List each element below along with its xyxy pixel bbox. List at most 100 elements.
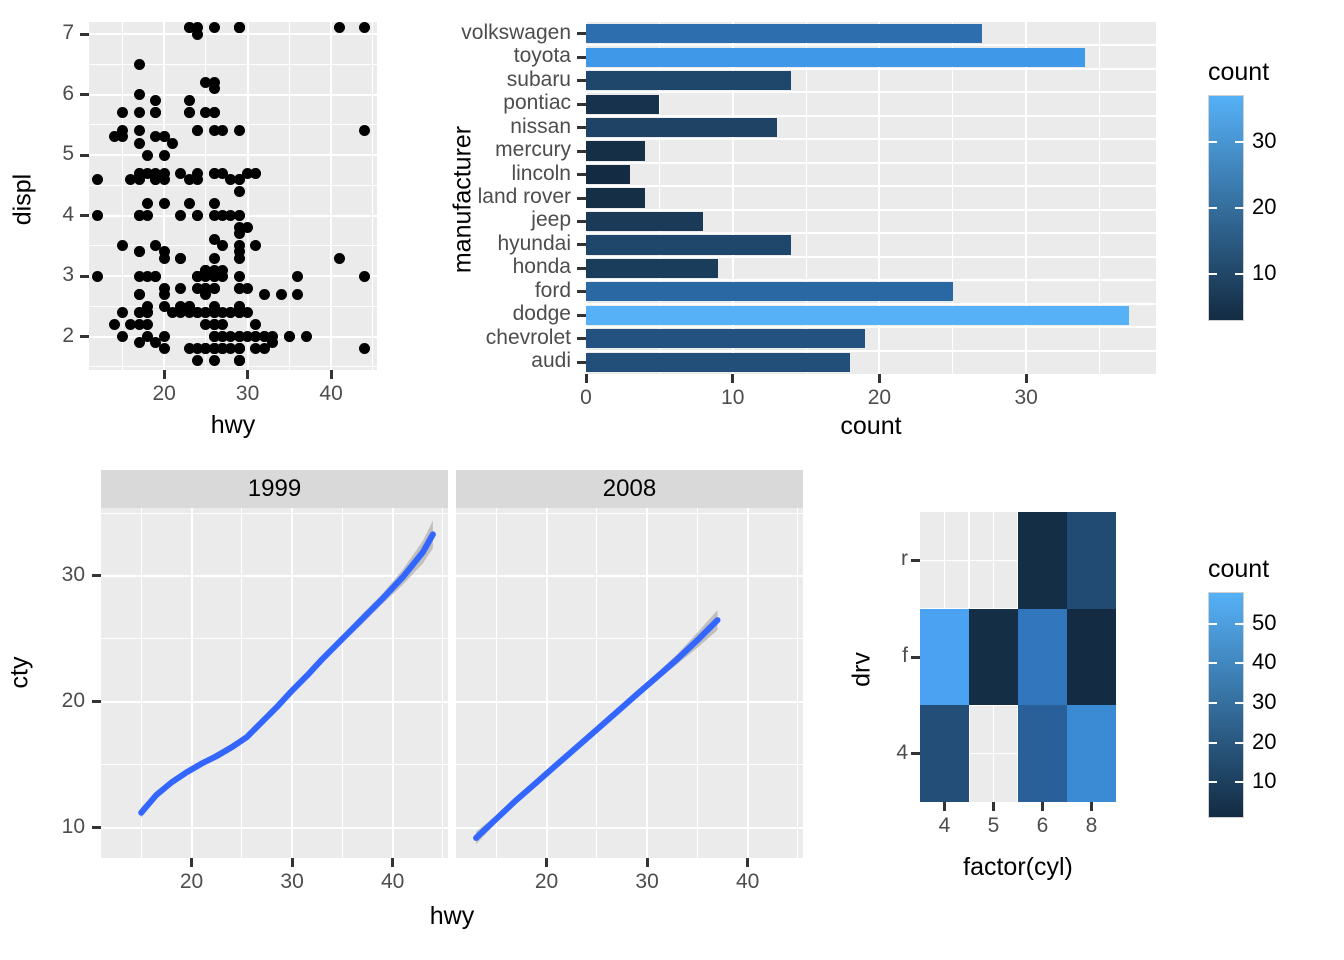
- scatter-point: [133, 89, 145, 101]
- heatmap-tile[interactable]: [920, 705, 969, 802]
- scatter-point: [133, 167, 145, 179]
- grid-minor-v: [696, 508, 698, 858]
- bar-segment[interactable]: [586, 47, 1085, 67]
- bar-x-axis-title: count: [840, 412, 902, 440]
- scatter-point: [358, 22, 370, 33]
- scatter-point: [208, 125, 220, 137]
- line-y-axis-title: cty: [5, 656, 34, 689]
- scatter-point: [250, 240, 262, 252]
- scatter-point: [233, 222, 245, 234]
- scatter-point: [233, 125, 245, 137]
- heatmap-tile[interactable]: [1067, 608, 1116, 706]
- smooth-line-group: [138, 520, 436, 818]
- scatter-point: [175, 282, 187, 294]
- line-x-tick-mark: [290, 858, 294, 867]
- scatter-point: [141, 198, 153, 210]
- legend-heatmap-label: 50: [1252, 609, 1277, 635]
- bar-segment[interactable]: [586, 141, 645, 161]
- scatter-point: [108, 131, 120, 143]
- scatter-point: [208, 343, 220, 355]
- scatter-point: [141, 319, 153, 331]
- bar-y-tick-mark: [577, 337, 586, 341]
- bar-segment[interactable]: [586, 24, 983, 44]
- smooth-line: [473, 617, 721, 841]
- heatmap-tile[interactable]: [1018, 512, 1067, 609]
- panel-scatter-displ-hwy: displ 2 3 4 5 6 7 20 30 40 hwy: [0, 0, 420, 450]
- bar-plot-area: [586, 22, 1156, 374]
- bar-category-label: volkswagen: [461, 20, 571, 44]
- scatter-point: [166, 307, 178, 318]
- heatmap-y-tick-mark: [911, 655, 920, 659]
- scatter-point: [158, 252, 170, 264]
- bar-segment[interactable]: [586, 329, 865, 349]
- heatmap-tile[interactable]: [920, 608, 969, 706]
- scatter-point: [150, 270, 162, 282]
- bar-x-tick-label: 20: [867, 386, 892, 409]
- scatter-point: [200, 282, 212, 294]
- scatter-point: [242, 222, 254, 234]
- heatmap-tile[interactable]: [969, 608, 1018, 706]
- scatter-point: [242, 167, 254, 179]
- bar-category-label: mercury: [495, 138, 571, 162]
- grid-major-h: [586, 114, 1156, 117]
- grid-major-h: [101, 700, 448, 703]
- heatmap-tile[interactable]: [1018, 705, 1067, 802]
- scatter-point: [208, 252, 220, 264]
- scatter-point: [300, 331, 312, 343]
- bar-segment[interactable]: [586, 71, 792, 91]
- scatter-point: [208, 234, 220, 246]
- legend-bar-tick: [1235, 140, 1244, 143]
- scatter-point: [133, 319, 145, 331]
- bar-segment[interactable]: [586, 117, 777, 138]
- bar-segment[interactable]: [586, 258, 719, 278]
- scatter-point: [200, 270, 212, 282]
- scatter-point: [183, 307, 195, 318]
- scatter-point: [141, 307, 153, 318]
- bar-y-tick-mark: [577, 55, 586, 59]
- bar-segment[interactable]: [586, 94, 660, 114]
- grid-minor-v: [797, 508, 799, 858]
- scatter-y-tick-label: 2: [62, 323, 74, 347]
- bar-y-tick-mark: [577, 196, 586, 200]
- scatter-point: [225, 331, 237, 343]
- grid-major-h: [456, 826, 803, 829]
- heatmap-y-tick-label: f: [902, 644, 908, 667]
- bar-x-tick-mark: [877, 374, 881, 383]
- bar-segment[interactable]: [586, 188, 645, 208]
- scatter-point: [175, 210, 187, 222]
- scatter-point: [225, 173, 237, 185]
- bar-segment[interactable]: [586, 164, 630, 185]
- bar-segment[interactable]: [586, 282, 953, 302]
- grid-major-v: [163, 22, 166, 370]
- bar-segment[interactable]: [586, 352, 851, 372]
- scatter-point: [183, 300, 195, 312]
- grid-major-v: [1025, 22, 1028, 374]
- scatter-point: [183, 198, 195, 210]
- bar-segment[interactable]: [586, 235, 792, 255]
- bar-y-tick-mark: [577, 290, 586, 294]
- scatter-point: [233, 210, 245, 222]
- heatmap-y-axis-title: drv: [847, 652, 876, 687]
- grid-major-h: [89, 154, 377, 157]
- facet-strip-2008: 2008: [456, 470, 803, 508]
- scatter-point: [141, 149, 153, 161]
- scatter-point: [192, 343, 204, 355]
- legend-heatmap-label: 20: [1252, 728, 1277, 754]
- bar-y-tick-mark: [577, 102, 586, 106]
- heatmap-tile[interactable]: [1067, 512, 1116, 609]
- heatmap-x-tick-mark: [992, 802, 995, 811]
- scatter-point: [183, 343, 195, 355]
- bar-y-tick-mark: [577, 173, 586, 177]
- heatmap-tile[interactable]: [1067, 705, 1116, 802]
- scatter-point: [358, 270, 370, 282]
- legend-heatmap-tick: [1208, 781, 1217, 784]
- heatmap-tile[interactable]: [1018, 608, 1067, 706]
- scatter-point: [208, 282, 220, 294]
- grid-major-h: [586, 255, 1156, 258]
- grid-minor-v: [596, 508, 598, 858]
- legend-heatmap-gradient[interactable]: [1208, 592, 1244, 818]
- bar-segment[interactable]: [586, 211, 704, 232]
- scatter-point: [141, 270, 153, 282]
- bar-segment[interactable]: [586, 305, 1129, 325]
